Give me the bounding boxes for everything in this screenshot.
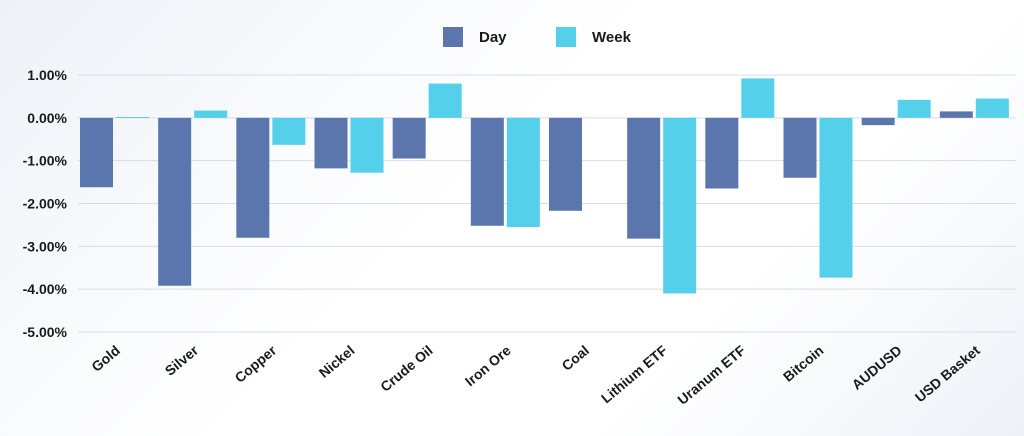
bar-week-lithium-etf (663, 117, 697, 294)
bar-week-bitcoin (819, 117, 853, 278)
bar-day-uranum-etf (705, 117, 739, 189)
legend-swatch-week (556, 27, 576, 47)
x-tick-label: Lithium ETF (598, 342, 671, 407)
x-tick-label: Bitcoin (780, 342, 827, 385)
bar-day-silver (158, 117, 192, 286)
y-tick-label: 0.00% (27, 110, 67, 126)
bar-day-audusd (861, 117, 895, 126)
bar-week-copper (272, 117, 306, 145)
x-tick-label: Coal (558, 342, 592, 374)
bar-day-crude-oil (392, 117, 426, 159)
bar-day-bitcoin (783, 117, 817, 178)
y-axis: 1.00% 0.00% -1.00% -2.00% -3.00% -4.00% -5.00% (23, 67, 68, 340)
x-axis: Gold Silver Copper Nickel Crude Oil Iron Ore C… (88, 342, 983, 408)
y-tick-label: -4.00% (23, 281, 68, 297)
bar-week-uranum-etf (741, 78, 775, 118)
gridlines (78, 74, 1016, 333)
bar-day-iron-ore (470, 117, 504, 226)
bar-week-crude-oil (428, 83, 462, 118)
bars (80, 78, 1009, 294)
x-tick-label: AUDUSD (849, 342, 905, 393)
y-tick-label: 1.00% (27, 67, 67, 83)
x-tick-label: Gold (88, 342, 123, 375)
bar-week-audusd (897, 99, 931, 118)
y-tick-label: -3.00% (23, 238, 68, 254)
x-tick-label: Crude Oil (377, 342, 436, 395)
legend-swatch-day (443, 27, 463, 47)
bar-day-gold (80, 117, 113, 188)
y-tick-label: -5.00% (23, 324, 68, 340)
x-tick-label: USD Basket (912, 342, 983, 405)
bar-week-usd-basket (975, 98, 1009, 118)
bar-week-silver (194, 110, 228, 118)
bar-day-coal (549, 117, 582, 211)
legend-label-week: Week (592, 29, 632, 46)
x-tick-label: Uranum ETF (674, 342, 748, 408)
legend: Day Week (443, 27, 632, 47)
bar-week-nickel (350, 117, 384, 173)
bar-day-usd-basket (939, 111, 973, 118)
x-tick-label: Iron Ore (462, 342, 514, 389)
bar-week-gold (116, 116, 149, 118)
bar-day-copper (236, 117, 270, 238)
x-tick-label: Silver (162, 342, 202, 379)
x-tick-label: Copper (232, 342, 280, 386)
x-tick-label: Nickel (316, 342, 358, 381)
bar-day-lithium-etf (627, 117, 661, 239)
y-tick-label: -2.00% (23, 196, 68, 212)
bar-week-iron-ore (506, 117, 540, 228)
bar-day-nickel (314, 117, 348, 169)
legend-label-day: Day (479, 29, 507, 46)
y-tick-label: -1.00% (23, 153, 68, 169)
